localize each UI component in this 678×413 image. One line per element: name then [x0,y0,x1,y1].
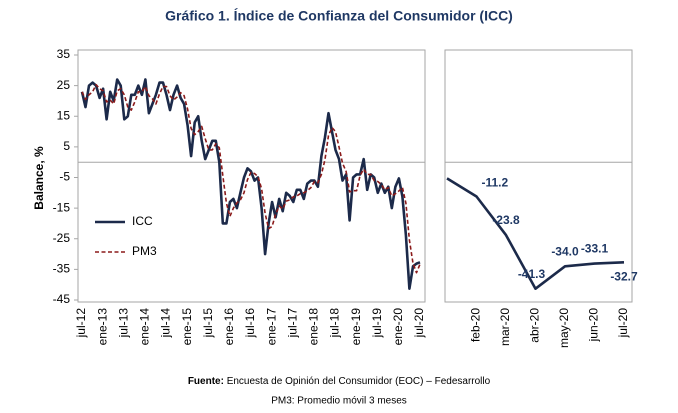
x-tick-label: ene-15 [180,308,194,346]
series-line [80,78,421,290]
x-tick-label: jul-18 [328,308,342,339]
x-tick-label: jul-19 [370,308,384,339]
y-tick-label: 5 [63,139,70,153]
x-tick-label: jun-20 [587,308,601,343]
series-line [81,83,421,274]
x-tick-label: mar-20 [498,308,512,346]
x-tick-label: may-20 [557,308,571,348]
legend-label: PM3 [132,244,157,258]
x-tick-label: ene-20 [391,308,405,346]
y-tick-label: 35 [57,47,71,61]
chart-title: Gráfico 1. Índice de Confianza del Consu… [165,8,513,24]
value-label: -34.0 [551,244,579,258]
x-tick-label: jul-20 [412,308,426,339]
x-tick-label: ene-14 [138,308,152,346]
x-tick-label: jul-12 [74,308,88,339]
value-label: -32.7 [610,270,638,284]
value-label: -23.8 [492,213,520,227]
x-tick-label: jul-16 [243,308,257,339]
value-label: -41.3 [518,267,546,281]
y-tick-label: 25 [57,78,71,92]
right-frame [444,49,633,303]
source-label: Fuente: [188,376,224,387]
x-tick-label: abr-20 [528,308,542,343]
value-label: -11.2 [482,176,509,190]
x-tick-label: jul-14 [159,308,173,339]
x-tick-label: ene-17 [264,308,278,346]
value-label: -33.1 [581,242,609,256]
legend-label: ICC [132,214,153,228]
series-line [446,177,625,290]
x-tick-label: jul-13 [116,308,130,339]
x-tick-label: jul-20 [616,308,630,339]
x-tick-label: jul-17 [285,308,299,339]
y-tick-label: -15 [53,200,71,214]
y-tick-label: -5 [59,170,70,184]
left-frame [77,49,426,303]
x-tick-label: ene-13 [95,308,109,346]
x-tick-label: ene-16 [222,308,236,346]
y-tick-label: -35 [53,262,71,276]
y-tick-label: -45 [53,292,71,306]
x-tick-label: jul-15 [201,308,215,339]
y-axis-label: Balance, % [32,146,46,210]
y-tick-label: -25 [53,231,71,245]
source-text: Encuesta de Opinión del Consumidor (EOC)… [227,376,491,387]
y-tick-label: 15 [57,108,71,122]
source: Fuente: Encuesta de Opinión del Consumid… [188,376,491,387]
x-tick-label: ene-19 [349,308,363,346]
x-tick-label: feb-20 [469,308,483,342]
x-tick-label: ene-18 [307,308,321,346]
note: PM3: Promedio móvil 3 meses [271,396,407,407]
